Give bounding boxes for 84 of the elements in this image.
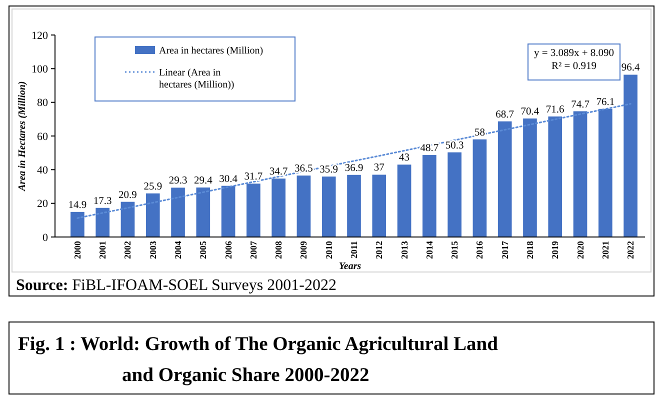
x-tick-label: 2004 xyxy=(173,240,184,259)
bar xyxy=(296,176,311,237)
bar xyxy=(448,152,462,237)
bar xyxy=(322,176,336,237)
bar xyxy=(171,188,185,237)
x-tick-label: 2008 xyxy=(274,240,284,259)
data-label: 71.6 xyxy=(546,104,564,116)
data-label: 68.7 xyxy=(496,109,514,120)
data-label: 76.1 xyxy=(596,96,615,108)
legend-label: Area in hectares (Million) xyxy=(159,46,264,56)
x-tick-label: 2018 xyxy=(524,240,535,259)
data-label: 31.7 xyxy=(244,172,263,183)
data-label: 50.3 xyxy=(445,140,464,152)
bar xyxy=(548,116,562,237)
bar xyxy=(422,155,436,237)
x-tick-label: 2002 xyxy=(122,240,133,259)
legend-label: Linear (Area in hectares (Million)) xyxy=(159,68,234,90)
bar xyxy=(472,139,487,237)
bar xyxy=(598,108,612,237)
data-label: 29.4 xyxy=(194,176,214,187)
bar xyxy=(196,188,210,237)
data-label: 58 xyxy=(474,127,485,138)
bar xyxy=(120,202,135,237)
y-axis-title: Area in Hectares (Million) xyxy=(17,81,28,192)
annotation: y = 3.089x + 8.090 xyxy=(534,48,614,59)
data-label: 96.4 xyxy=(621,62,640,74)
bar xyxy=(523,118,537,237)
y-tick-label: 80 xyxy=(37,97,48,110)
bar xyxy=(246,184,260,237)
bar xyxy=(397,164,412,237)
bar xyxy=(146,193,160,237)
y-tick-label: 40 xyxy=(37,164,48,177)
x-tick-label: 2013 xyxy=(399,240,410,259)
x-tick-label: 2019 xyxy=(550,240,560,259)
x-tick-label: 2011 xyxy=(349,240,359,259)
data-label: 48.7 xyxy=(420,143,439,154)
y-tick-label: 100 xyxy=(32,64,48,76)
x-tick-label: 2020 xyxy=(575,240,586,259)
x-tick-label: 2003 xyxy=(148,240,158,259)
x-tick-label: 2010 xyxy=(324,240,334,259)
y-tick-label: 20 xyxy=(37,198,48,210)
data-label: 43 xyxy=(399,152,410,164)
x-tick-label: 2009 xyxy=(298,240,309,259)
bar xyxy=(498,121,512,237)
x-tick-label: 2001 xyxy=(98,240,108,259)
bar xyxy=(221,186,236,237)
bar xyxy=(573,111,588,237)
x-tick-label: 2021 xyxy=(600,240,610,259)
bar xyxy=(70,212,84,237)
data-label: 36.5 xyxy=(294,164,313,175)
x-tick-label: 2015 xyxy=(450,240,460,259)
x-tick-label: 2000 xyxy=(72,240,82,259)
annotation: R² = 0.919 xyxy=(552,61,596,72)
data-label: 29.3 xyxy=(168,176,188,187)
x-tick-label: 2016 xyxy=(474,240,485,259)
x-tick-label: 2005 xyxy=(198,240,208,259)
bar xyxy=(272,178,286,237)
x-tick-label: 2006 xyxy=(223,240,234,259)
x-tick-label: 2007 xyxy=(248,240,258,259)
bar xyxy=(347,174,361,237)
data-label: 37 xyxy=(374,162,384,174)
y-tick-label: 0 xyxy=(42,232,48,244)
x-tick-label: 2012 xyxy=(374,240,384,259)
y-tick-label: 60 xyxy=(37,130,48,143)
data-label: 17.3 xyxy=(93,196,112,207)
source-note: Source: FiBL-IFOAM-SOEL Surveys 2001-2022 xyxy=(16,277,336,294)
x-axis-title: Years xyxy=(338,261,362,272)
x-tick-label: 2017 xyxy=(500,240,510,259)
x-tick-label: 2022 xyxy=(626,240,636,259)
bar xyxy=(372,174,386,237)
data-label: 34.7 xyxy=(269,166,288,178)
data-label: 20.9 xyxy=(118,190,137,201)
data-label: 70.4 xyxy=(520,106,540,118)
data-label: 25.9 xyxy=(144,181,162,192)
bar xyxy=(624,74,638,237)
text: Fig. 1 : World: Growth of The Organic Agricultural Land and Organic Share 2000-2022 xyxy=(18,334,498,386)
data-label: 30.4 xyxy=(219,174,238,185)
data-label: 36.9 xyxy=(344,162,364,174)
bar xyxy=(96,208,110,237)
data-label: 14.9 xyxy=(68,200,87,211)
data-label: 35.9 xyxy=(320,164,338,176)
data-label: 74.7 xyxy=(571,99,590,110)
y-tick-label: 120 xyxy=(32,30,48,42)
x-tick-label: 2014 xyxy=(424,240,434,259)
